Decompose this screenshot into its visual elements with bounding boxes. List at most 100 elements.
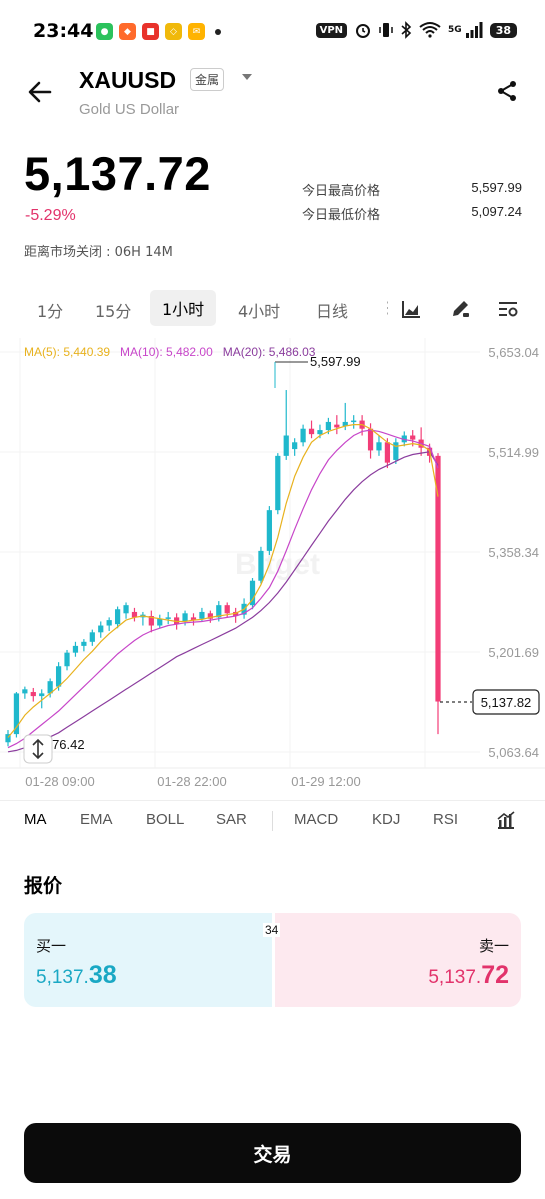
last-price-tag: 5,137.82 [481,695,532,710]
candle-body [224,605,230,614]
candle-body [157,618,163,626]
tab-more-hint[interactable]: ⋮ [380,298,388,317]
indicator-divider [272,811,273,831]
candle-body [89,632,95,642]
chart-settings-icon[interactable] [497,298,519,320]
wechat-icon: ● [96,23,113,40]
day-low-value: 5,097.24 [471,204,522,219]
y-tick-label: 5,514.99 [488,445,539,460]
candle-body [30,692,36,697]
status-app-icons: ● ◆ ■ ◇ ✉ [96,23,221,40]
y-tick-label: 5,653.04 [488,345,539,360]
candle-body [435,455,441,702]
indicator-sar[interactable]: SAR [216,811,247,828]
price-chart[interactable]: Bitget 5,653.045,514.995,358.345,201.695… [0,338,545,800]
candle-body [410,435,416,440]
y-tick-label: 5,358.34 [488,545,539,560]
tab-daily[interactable]: 日线 [316,302,349,321]
alarm-icon [356,24,371,38]
candle-body [64,652,70,667]
vpn-badge: VPN [315,22,348,38]
share-icon[interactable] [496,80,518,102]
indicator-kdj[interactable]: KDJ [372,811,401,828]
candle-body [123,605,129,614]
last-price: 5,137.72 [24,147,211,200]
candle-body [81,641,87,646]
candle-body [376,442,382,451]
candle-body [199,611,205,619]
candle-body [367,428,374,451]
candle-body [106,620,112,626]
spread-value: 34 [263,923,281,937]
battery-level: 38 [489,22,517,38]
candle-body [22,689,28,694]
ma20-legend: MA(20): 5,486.03 [222,345,316,359]
x-tick-label: 01-28 09:00 [25,774,94,789]
candle-body [351,420,357,423]
category-tag: 金属 [190,68,225,91]
candle-body [182,613,188,622]
binance-icon: ◇ [165,23,182,40]
indicator-settings-icon[interactable] [496,810,516,830]
bid-price: 5,137.38 [36,961,117,989]
chevron-down-icon[interactable] [242,74,252,80]
ma10-line [7,429,439,749]
candle-body [258,550,264,581]
bid-label: 买一 [36,937,67,955]
price-change: -5.29% [25,207,76,224]
chart-grid [0,338,545,769]
ma10-legend: MA(10): 5,482.00 [120,345,213,359]
candle-body [334,424,340,428]
drawing-pen-icon[interactable] [449,298,471,320]
candle-body [216,605,222,618]
tab-1h[interactable]: 1小时 [150,290,217,326]
x-tick-label: 01-29 12:00 [291,774,360,789]
x-axis: 01-28 09:00 01-28 22:00 01-29 12:00 [25,774,360,789]
quote-panel: 买一 5,137.38 卖一 5,137.72 [24,913,521,1007]
y-tick-label: 5,201.69 [488,645,539,660]
notification-dot-icon [215,28,221,35]
bid-box[interactable]: 买一 5,137.38 [24,913,272,1007]
candle-body [401,435,407,443]
candle-body [249,580,256,606]
ma5-legend: MA(5): 5,440.39 [24,345,111,359]
candle-body [325,421,332,431]
candle-body [5,734,11,743]
ask-label: 卖一 [478,937,509,955]
candle-body [72,645,79,653]
status-time: 23:44 [33,20,94,42]
back-arrow-icon[interactable] [26,78,54,106]
tab-1m[interactable]: 1分 [37,302,64,321]
ma-legend: MA(5): 5,440.39 MA(10): 5,482.00 MA(20):… [24,345,315,359]
app-icon: ■ [142,23,159,40]
scroll-handle[interactable] [23,734,53,764]
indicator-boll[interactable]: BOLL [146,811,185,828]
symbol-title[interactable]: XAUUSD [79,67,177,93]
candles-layer [5,390,441,747]
vertical-arrows-icon [32,738,44,760]
mail-icon: ✉ [188,23,205,40]
indicator-tabs: MA EMA BOLL SAR MACD KDJ RSI [0,800,545,838]
trade-button[interactable]: 交易 [24,1123,521,1183]
indicator-macd[interactable]: MACD [294,811,339,828]
candle-body [342,421,348,427]
candle-body [300,428,306,443]
x-tick-label: 01-28 22:00 [157,774,226,789]
day-low-label: 今日最低价格 [302,208,381,223]
ask-box[interactable]: 卖一 5,137.72 [275,913,521,1007]
candle-body [283,435,289,456]
indicator-ma[interactable]: MA [24,811,47,828]
indicator-rsi[interactable]: RSI [433,811,459,828]
day-low-row: 今日最低价格 5,097.24 [302,204,522,223]
indicator-ema[interactable]: EMA [80,811,113,828]
candle-body [13,693,20,735]
candle-body [148,616,154,626]
quote-title: 报价 [24,875,63,897]
tab-4h[interactable]: 4小时 [238,302,281,321]
chart-type-icon[interactable] [400,298,422,320]
status-bar: 23:44 ● ◆ ■ ◇ ✉ VPN 5G 38 [0,0,545,64]
timeframe-tabs: 1分 15分 1小时 4小时 日线 ⋮ [0,288,545,330]
tab-15m[interactable]: 15分 [95,302,132,321]
y-axis: 5,653.04 5,514.99 5,358.34 5,201.69 5,063.64 [488,345,539,760]
bluetooth-icon [401,21,412,39]
